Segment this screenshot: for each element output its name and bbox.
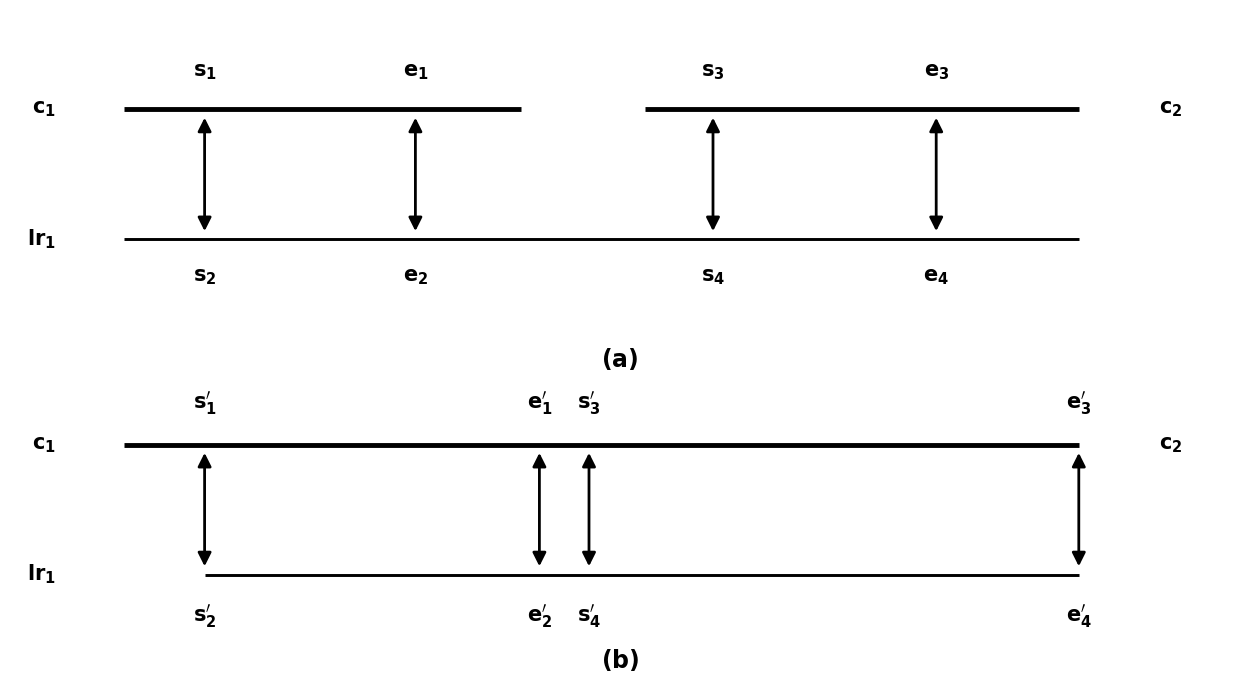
Text: $\mathbf{s_1}$: $\mathbf{s_1}$ xyxy=(192,62,217,82)
Text: $\mathbf{s_1'}$: $\mathbf{s_1'}$ xyxy=(192,389,217,417)
FancyArrowPatch shape xyxy=(1074,456,1084,563)
Text: $\mathbf{lr_1}$: $\mathbf{lr_1}$ xyxy=(27,228,56,251)
Text: $\mathbf{e_3'}$: $\mathbf{e_3'}$ xyxy=(1066,389,1091,417)
Text: $\mathbf{e_2}$: $\mathbf{e_2}$ xyxy=(403,267,428,287)
Text: $\mathbf{s_4'}$: $\mathbf{s_4'}$ xyxy=(577,602,601,630)
Text: $\mathbf{s_3}$: $\mathbf{s_3}$ xyxy=(701,62,725,82)
Text: $\mathbf{c_1}$: $\mathbf{c_1}$ xyxy=(32,434,56,455)
Text: $\mathbf{e_4}$: $\mathbf{e_4}$ xyxy=(924,267,949,287)
FancyArrowPatch shape xyxy=(708,121,718,228)
FancyArrowPatch shape xyxy=(534,456,544,563)
Text: $\mathbf{c_1}$: $\mathbf{c_1}$ xyxy=(32,99,56,120)
Text: $\mathbf{(a)}$: $\mathbf{(a)}$ xyxy=(601,346,639,372)
Text: $\mathbf{e_1'}$: $\mathbf{e_1'}$ xyxy=(527,389,552,417)
Text: $\mathbf{s_4}$: $\mathbf{s_4}$ xyxy=(701,267,725,287)
Text: $\mathbf{e_3}$: $\mathbf{e_3}$ xyxy=(924,62,949,82)
Text: $\mathbf{s_2'}$: $\mathbf{s_2'}$ xyxy=(193,602,216,630)
Text: $\mathbf{lr_1}$: $\mathbf{lr_1}$ xyxy=(27,563,56,586)
FancyArrowPatch shape xyxy=(410,121,420,228)
Text: $\mathbf{e_2'}$: $\mathbf{e_2'}$ xyxy=(527,602,552,630)
FancyArrowPatch shape xyxy=(584,456,594,563)
Text: $\mathbf{c_2}$: $\mathbf{c_2}$ xyxy=(1159,434,1183,455)
Text: $\mathbf{(b)}$: $\mathbf{(b)}$ xyxy=(600,647,640,673)
FancyArrowPatch shape xyxy=(200,456,210,563)
FancyArrowPatch shape xyxy=(931,121,941,228)
Text: $\mathbf{e_4'}$: $\mathbf{e_4'}$ xyxy=(1066,602,1091,630)
Text: $\mathbf{s_2}$: $\mathbf{s_2}$ xyxy=(193,267,216,287)
Text: $\mathbf{c_2}$: $\mathbf{c_2}$ xyxy=(1159,99,1183,120)
Text: $\mathbf{s_3'}$: $\mathbf{s_3'}$ xyxy=(577,389,601,417)
FancyArrowPatch shape xyxy=(200,121,210,228)
Text: $\mathbf{e_1}$: $\mathbf{e_1}$ xyxy=(403,62,428,82)
